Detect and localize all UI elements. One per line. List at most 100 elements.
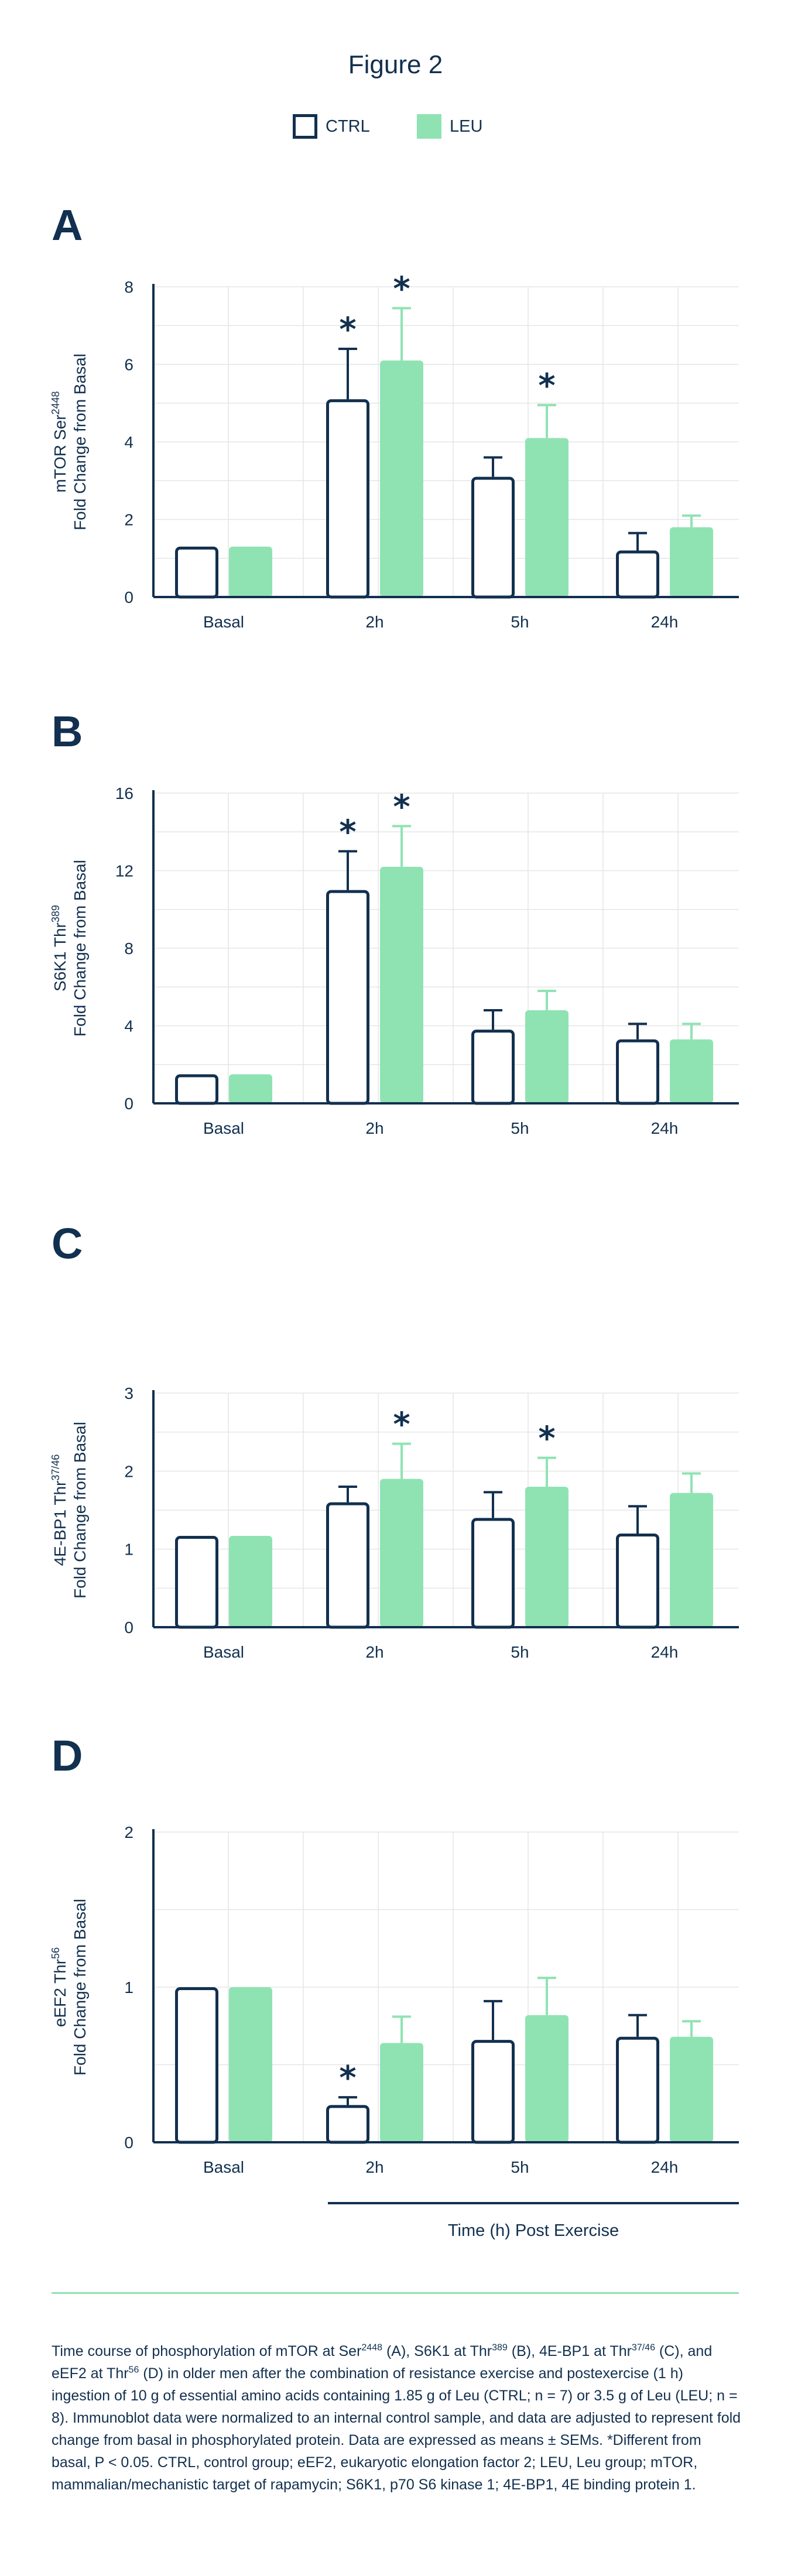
y-axis-label-superscript: 389: [50, 905, 61, 922]
bar-leu: [670, 2036, 713, 2142]
significance-star: *: [538, 367, 555, 405]
bar-leu: [380, 360, 423, 597]
bar-leu: [525, 1010, 569, 1103]
significance-star: *: [393, 270, 410, 308]
bar-leu: [525, 1487, 569, 1627]
y-tick-label: 4: [124, 1017, 133, 1035]
y-tick-label: 2: [124, 1823, 133, 1841]
bar-leu: [229, 1074, 272, 1103]
x-tick-label: 5h: [511, 1643, 529, 1661]
bar-ctrl: [326, 890, 369, 1105]
legend-item-leu: LEU: [417, 114, 482, 139]
caption-text-5: (D) in older men after the combination o…: [52, 2365, 741, 2493]
significance-star: *: [538, 1420, 555, 1458]
x-tick-label: 24h: [651, 2158, 679, 2176]
bar-ctrl: [471, 1030, 515, 1105]
bars: **: [175, 1406, 713, 1629]
significance-star: *: [393, 1406, 410, 1444]
legend-label-leu: LEU: [450, 116, 483, 136]
x-tick-label: 24h: [651, 1643, 679, 1661]
bar-leu: [380, 866, 423, 1103]
bar-ctrl: [471, 476, 515, 599]
y-tick-label: 8: [124, 939, 133, 958]
bar-leu: [670, 1493, 713, 1627]
y-tick-label: 1: [124, 1541, 133, 1559]
y-tick-label: 3: [124, 1384, 133, 1402]
bar-ctrl: [326, 399, 369, 599]
y-axis-label-line2: Fold Change from Basal: [71, 1899, 89, 2076]
caption-divider: [52, 2292, 739, 2294]
x-tick-label: 2h: [365, 2158, 383, 2176]
legend-label-ctrl: CTRL: [326, 116, 370, 136]
y-tick-label: 2: [124, 511, 133, 529]
bar-ctrl: [616, 2036, 659, 2144]
bar-ctrl: [175, 546, 218, 599]
bar-ctrl: [326, 1502, 369, 1629]
y-axis-label-superscript: 56: [50, 1947, 61, 1959]
bars: *: [175, 1977, 713, 2144]
x-tick-label: Basal: [203, 1643, 244, 1661]
y-axis-label-text: eEF2 Thr: [51, 1959, 69, 2027]
significance-star: *: [393, 788, 410, 826]
y-tick-label: 16: [115, 784, 133, 802]
y-axis-label-text: S6K1 Thr: [51, 922, 69, 992]
caption-sup-2: 389: [492, 2342, 508, 2353]
y-axis-label-text: mTOR Ser: [51, 414, 69, 492]
caption-text-4: (C), and eEF2 at Thr: [52, 2343, 713, 2382]
bars: **: [175, 788, 713, 1105]
caption-sup-4: 56: [128, 2365, 139, 2375]
y-axis-label-text: 4E-BP1 Thr: [51, 1481, 69, 1566]
caption-text-2: (A), S6K1 at Thr: [382, 2343, 492, 2359]
bar-leu: [525, 438, 569, 597]
x-tick-label: Basal: [203, 613, 244, 631]
y-tick-label: 8: [124, 278, 133, 296]
panel-letter: A: [52, 201, 83, 249]
caption-text-1: Time course of phosphorylation of mTOR a…: [52, 2343, 362, 2359]
x-tick-label: 24h: [651, 613, 679, 631]
y-axis-label-line1: S6K1 Thr389: [50, 905, 69, 992]
y-tick-label: 0: [124, 1095, 133, 1113]
significance-star: *: [339, 813, 356, 851]
x-tick-label: 24h: [651, 1119, 679, 1137]
legend-item-ctrl: CTRL: [293, 114, 370, 139]
y-axis-label-superscript: 37/46: [50, 1455, 61, 1481]
y-axis-label-line2: Fold Change from Basal: [71, 1422, 89, 1599]
panel-letter: C: [52, 1219, 83, 1268]
bar-leu: [670, 527, 713, 597]
x-tick-label: 5h: [511, 2158, 529, 2176]
caption-sup-3: 37/46: [631, 2342, 655, 2353]
bar-leu: [229, 1536, 272, 1627]
bar-leu: [229, 1987, 272, 2142]
bar-leu: [380, 2043, 423, 2142]
x-tick-label: 2h: [365, 613, 383, 631]
bar-ctrl: [616, 1534, 659, 1629]
y-axis-label-line1: mTOR Ser2448: [50, 391, 69, 492]
bar-ctrl: [471, 2040, 515, 2144]
bars: * * *: [175, 270, 713, 599]
bar-ctrl: [326, 2105, 369, 2144]
x-tick-label: 2h: [365, 1119, 383, 1137]
panel-letter: B: [52, 707, 83, 756]
legend-swatch-ctrl: [293, 114, 317, 139]
x-axis-title-rule: [328, 2202, 739, 2204]
caption-text-3: (B), 4E-BP1 at Thr: [507, 2343, 632, 2359]
significance-star: *: [339, 311, 356, 349]
y-axis-label-line1: eEF2 Thr56: [50, 1947, 69, 2027]
figure-caption: Time course of phosphorylation of mTOR a…: [52, 2340, 742, 2496]
bar-ctrl: [175, 1074, 218, 1105]
x-tick-label: Basal: [203, 1119, 244, 1137]
legend-swatch-leu: [417, 114, 441, 139]
bar-ctrl: [175, 1536, 218, 1629]
bar-leu: [525, 2015, 569, 2142]
y-tick-label: 2: [124, 1462, 133, 1480]
y-tick-label: 12: [115, 862, 133, 880]
y-tick-label: 0: [124, 588, 133, 606]
y-tick-label: 0: [124, 2133, 133, 2152]
panel-letter: D: [52, 1731, 83, 1780]
y-axis-label-line2: Fold Change from Basal: [71, 860, 89, 1037]
bar-ctrl: [616, 550, 659, 599]
